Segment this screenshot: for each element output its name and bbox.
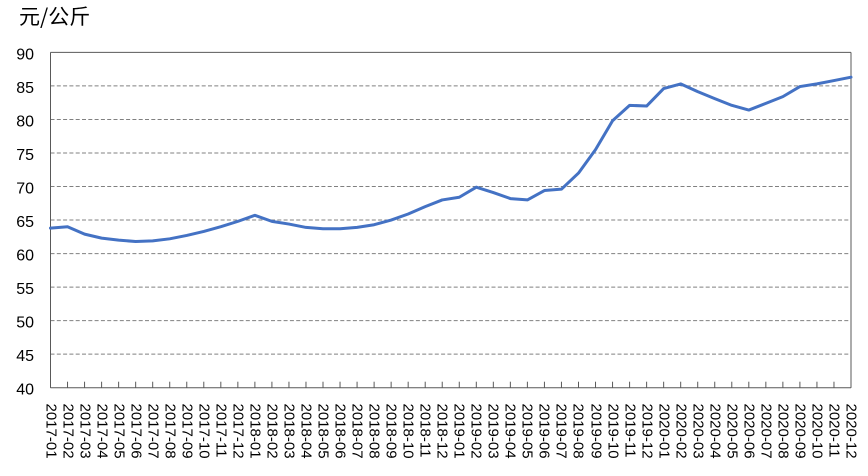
svg-text:40: 40 [16, 382, 34, 399]
svg-text:90: 90 [16, 46, 34, 63]
svg-text:55: 55 [16, 281, 34, 298]
svg-text:60: 60 [16, 248, 34, 265]
svg-text:80: 80 [16, 113, 34, 130]
svg-text:70: 70 [16, 181, 34, 198]
svg-text:75: 75 [16, 147, 34, 164]
svg-text:85: 85 [16, 80, 34, 97]
svg-text:65: 65 [16, 214, 34, 231]
svg-text:50: 50 [16, 315, 34, 332]
svg-text:45: 45 [16, 348, 34, 365]
